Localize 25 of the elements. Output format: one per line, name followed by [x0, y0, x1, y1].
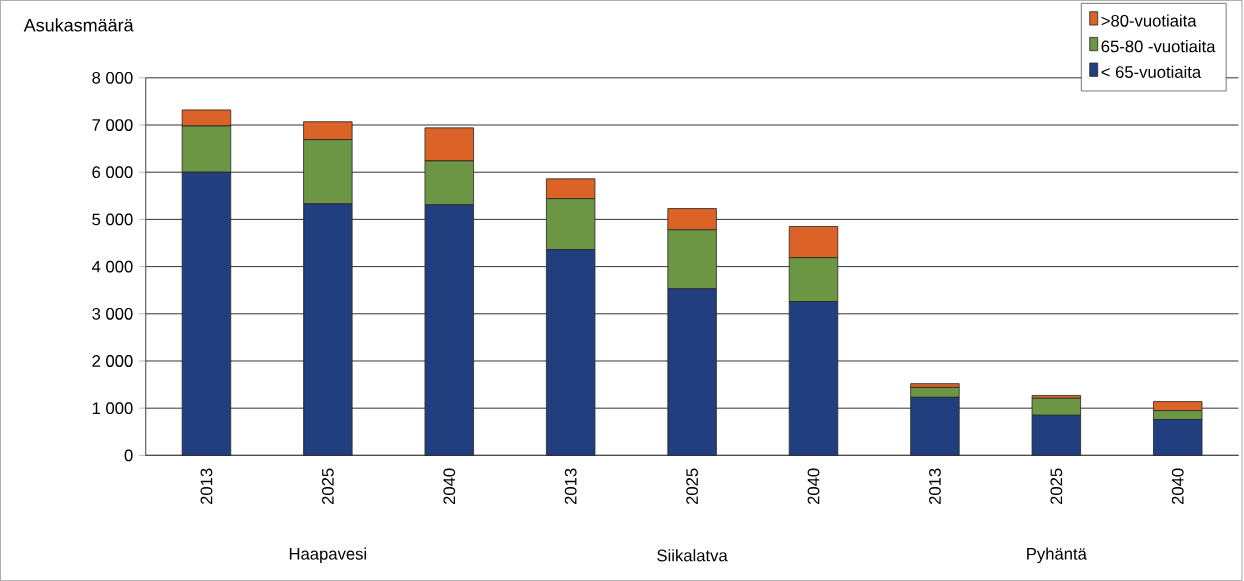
x-tick-label: 2013 [200, 468, 213, 504]
y-tick-label: 0 [124, 449, 133, 462]
x-tick-label: 2025 [1050, 468, 1063, 504]
y-tick-label: 4 000 [91, 260, 133, 273]
x-tick-label: 2013 [929, 468, 941, 504]
y-axis-title: Asukasmäärä [23, 18, 134, 32]
legend-label: < 65-vuotiaita [1101, 65, 1202, 78]
x-tick-label: 2013 [564, 468, 577, 504]
y-tick-label: 6 000 [92, 166, 133, 179]
x-tick-label: 2040 [807, 468, 820, 504]
x-tick-label: 2040 [1171, 468, 1184, 504]
x-tick-label: 2025 [686, 468, 698, 504]
y-tick-label: 3 000 [92, 307, 133, 320]
y-tick-label: 8 000 [92, 71, 133, 84]
text: Haapavesi [289, 547, 367, 563]
text: Pyhäntä [1027, 547, 1087, 563]
x-tick-label: 2040 [443, 468, 456, 504]
y-tick-label: 2 000 [92, 355, 133, 367]
y-tick-label: 7 000 [92, 119, 133, 131]
x-tick-label: 2025 [321, 468, 334, 504]
legend-label: 65-80 -vuotiaita [1101, 40, 1216, 53]
legend-label: >80-vuotiaita [1101, 14, 1197, 27]
y-tick-label: 1 000 [92, 402, 133, 415]
text: Siikalatva [657, 549, 728, 562]
y-tick-label: 5 000 [92, 213, 133, 226]
